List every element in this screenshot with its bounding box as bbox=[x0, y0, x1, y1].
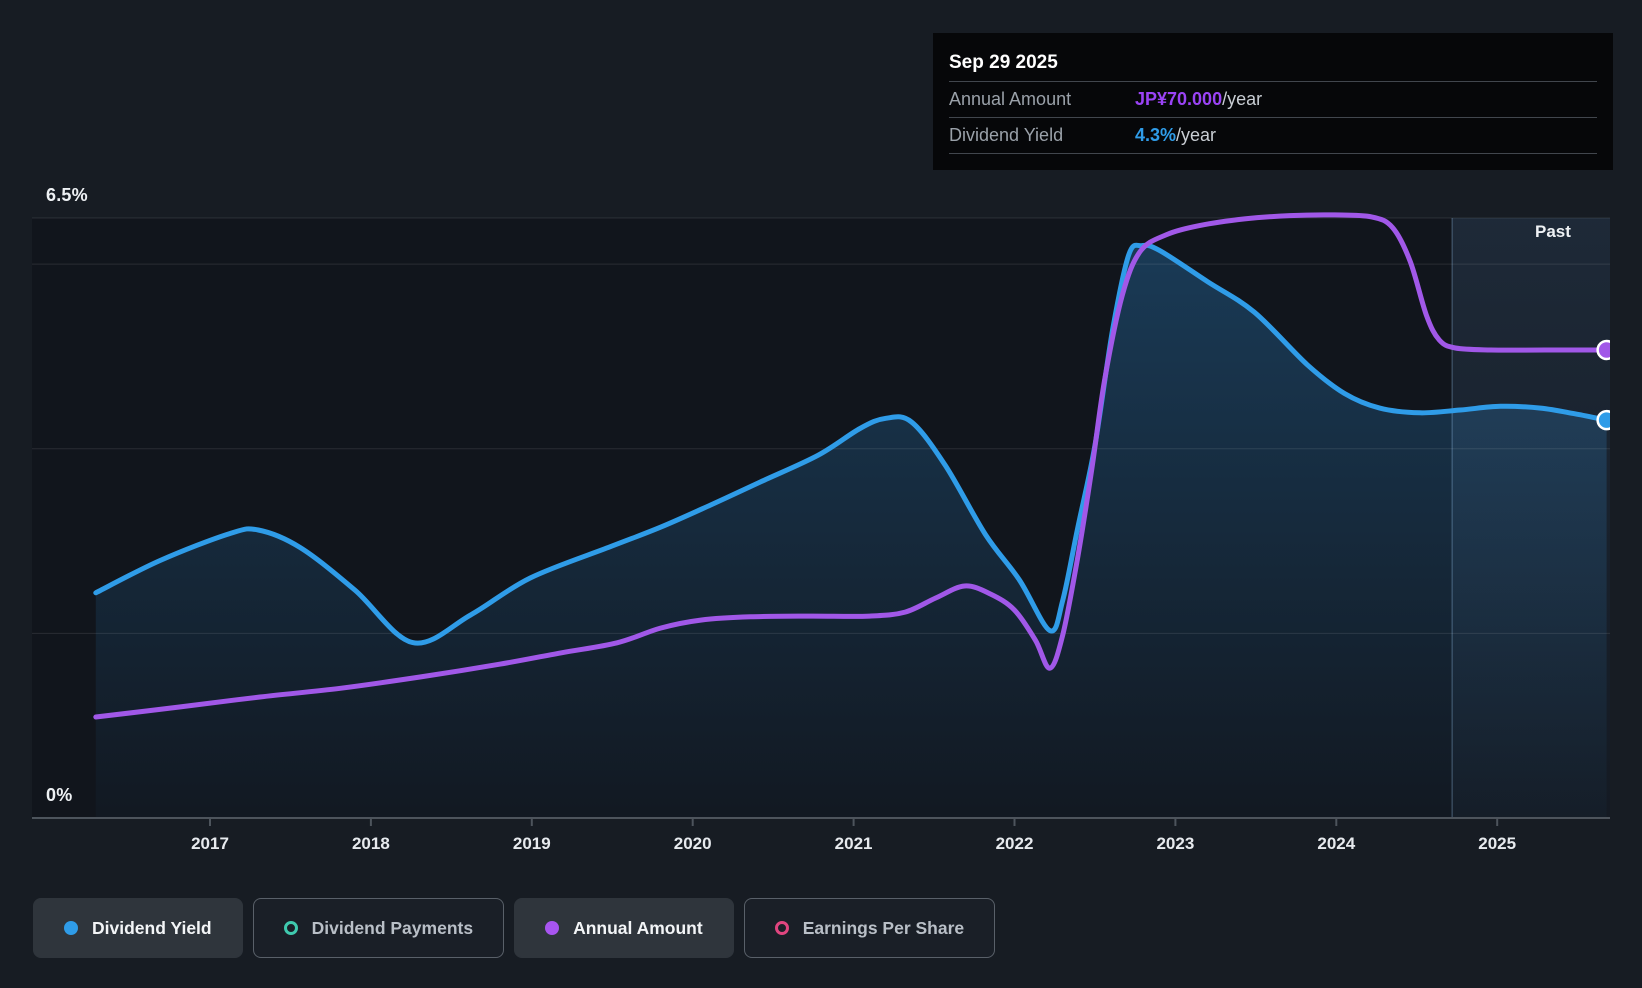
legend-button-dividend-payments[interactable]: Dividend Payments bbox=[252, 898, 505, 958]
x-axis-label-2025: 2025 bbox=[1478, 834, 1517, 853]
chart-tooltip: Sep 29 2025 Annual Amount JP¥70.000 /yea… bbox=[933, 33, 1613, 170]
tooltip-value: 4.3% bbox=[1135, 125, 1177, 145]
legend-label: Earnings Per Share bbox=[802, 917, 965, 938]
tooltip-label: Annual Amount bbox=[949, 89, 1072, 109]
legend-button-earnings-per-share[interactable]: Earnings Per Share bbox=[743, 898, 996, 958]
x-axis-label-2019: 2019 bbox=[512, 834, 551, 853]
x-axis-label-2017: 2017 bbox=[191, 834, 229, 853]
y-axis-label: 6.5% bbox=[46, 184, 88, 205]
tooltip-label: Dividend Yield bbox=[949, 125, 1064, 145]
annual-amount-dot-icon bbox=[545, 921, 560, 935]
x-axis-label-2021: 2021 bbox=[834, 834, 873, 853]
tooltip-date: Sep 29 2025 bbox=[949, 52, 1058, 73]
x-axis-label-2022: 2022 bbox=[995, 834, 1034, 853]
legend-button-dividend-yield[interactable]: Dividend Yield bbox=[33, 898, 243, 958]
tooltip-footer bbox=[949, 153, 1597, 170]
dividend-payments-ring-icon bbox=[283, 921, 298, 935]
x-axis-label-2018: 2018 bbox=[351, 834, 390, 853]
tooltip-suffix: /year bbox=[1176, 125, 1217, 145]
legend-label: Annual Amount bbox=[573, 917, 703, 938]
past-label: Past bbox=[1535, 222, 1571, 241]
tooltip-row-dividend-yield: Dividend Yield 4.3% /year bbox=[949, 117, 1597, 153]
tooltip-value: JP¥70.000 bbox=[1135, 89, 1223, 109]
x-axis-label-2020: 2020 bbox=[673, 834, 712, 853]
tooltip-suffix: /year bbox=[1222, 89, 1263, 109]
x-axis-label-2023: 2023 bbox=[1156, 834, 1195, 853]
tooltip-row-annual-amount: Annual Amount JP¥70.000 /year bbox=[949, 81, 1597, 117]
dividend-yield-endpoint[interactable] bbox=[1596, 409, 1616, 431]
legend-label: Dividend Payments bbox=[311, 917, 474, 938]
legend-label: Dividend Yield bbox=[92, 917, 212, 938]
earnings-per-share-ring-icon bbox=[774, 921, 789, 935]
past-region bbox=[1452, 218, 1610, 818]
annual-amount-line bbox=[93, 212, 1610, 720]
y-axis-label: 0% bbox=[46, 785, 73, 805]
dividend-yield-area bbox=[95, 245, 1607, 818]
annual-amount-endpoint[interactable] bbox=[1596, 339, 1616, 361]
legend-button-annual-amount[interactable]: Annual Amount bbox=[514, 898, 734, 958]
dividend-yield-dot-icon bbox=[64, 921, 78, 935]
dividend-yield-line bbox=[93, 242, 1610, 646]
x-axis-label-2024: 2024 bbox=[1317, 834, 1356, 853]
chart-legend: Dividend Yield Dividend Payments Annual … bbox=[33, 898, 996, 958]
